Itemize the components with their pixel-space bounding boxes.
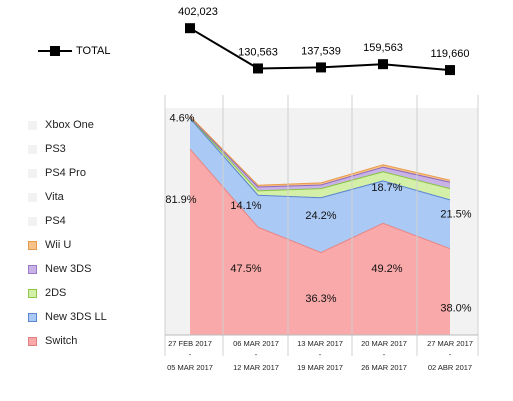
legend-label: New 3DS LL <box>45 311 107 323</box>
area-ps4 <box>190 115 450 186</box>
x-tick-label: 26 MAR 2017 <box>361 363 407 372</box>
data-label: 36.3% <box>305 293 336 305</box>
legend-swatch <box>28 120 37 130</box>
legend-item-new-3ds-ll: New 3DS LL <box>28 310 107 324</box>
edge-new-3ds <box>189 116 451 188</box>
legend-item-ps4-pro: PS4 Pro <box>28 166 86 180</box>
data-label: 4.6% <box>169 113 194 125</box>
total-marker <box>445 65 455 76</box>
legend-label: PS4 <box>45 215 66 227</box>
x-tick-label: - <box>189 350 192 359</box>
x-tick-label: - <box>255 350 258 359</box>
data-label: 21.5% <box>440 209 471 221</box>
data-label: 14.1% <box>230 200 261 212</box>
series-edge-layer <box>189 115 451 254</box>
divider-layer <box>164 95 479 356</box>
x-tick-label: 19 MAR 2017 <box>297 363 343 372</box>
legend-label: Wii U <box>45 239 72 251</box>
legend-item-switch: Switch <box>28 334 77 348</box>
data-label: 24.2% <box>305 210 336 222</box>
area-ps3 <box>190 111 450 136</box>
legend-swatch <box>28 336 37 346</box>
legend-label: 2DS <box>45 287 67 299</box>
area-2ds <box>190 117 450 200</box>
total-line-layer: 402,023 130,563 137,539 159,563 119,660 <box>178 6 470 76</box>
legend-item-wii-u: Wii U <box>28 238 71 252</box>
total-value-label: 159,563 <box>363 42 403 54</box>
legend-label: Vita <box>45 191 64 203</box>
legend-label: Xbox One <box>45 119 94 131</box>
total-legend-label: TOTAL <box>76 45 111 57</box>
legend-label: PS4 Pro <box>45 167 86 179</box>
legend-swatch <box>28 168 37 178</box>
edge-switch <box>189 148 451 254</box>
data-label: 81.9% <box>165 194 196 206</box>
legend-item-2ds: 2DS <box>28 286 66 300</box>
x-tick-label: 06 MAR 2017 <box>233 339 279 348</box>
edge-new-3ds-ll <box>189 118 451 201</box>
area-new-3ds-ll <box>190 118 450 253</box>
area-ps4-pro <box>190 112 450 149</box>
data-label: 38.0% <box>440 302 471 314</box>
legend-swatch <box>28 312 37 322</box>
x-tick-label: - <box>449 350 452 359</box>
legend-swatch <box>28 240 37 250</box>
total-value-label: 119,660 <box>431 48 470 60</box>
legend-item-ps3: PS3 <box>28 142 66 156</box>
total-marker <box>378 59 388 70</box>
data-label-layer: 4.6% 81.9% 14.1% 47.5% 24.2% 36.3% 18.7% 49.2% 2… <box>165 113 471 315</box>
legend-item-vita: Vita <box>28 190 64 204</box>
total-value-label: 402,023 <box>178 6 218 18</box>
total-value-label: 137,539 <box>301 45 341 57</box>
data-label: 49.2% <box>371 263 402 275</box>
x-tick-label: 20 MAR 2017 <box>361 339 407 348</box>
legend-item-xbox-one: Xbox One <box>28 118 94 132</box>
total-legend: TOTAL <box>38 45 110 57</box>
x-tick-label: 12 MAR 2017 <box>233 363 279 372</box>
edge-2ds <box>189 117 451 192</box>
x-tick-label: 27 FEB 2017 <box>168 339 212 348</box>
total-value-label: 130,563 <box>238 46 278 58</box>
legend-label: New 3DS <box>45 263 92 275</box>
legend-label: Switch <box>45 335 78 347</box>
total-marker <box>185 23 195 34</box>
x-axis-layer: 27 FEB 2017 - 05 MAR 2017 06 MAR 2017 - 12 MA… <box>167 339 473 372</box>
legend-swatch <box>28 264 37 274</box>
legend-swatch <box>28 192 37 202</box>
total-legend-marker <box>50 46 60 56</box>
x-tick-label: 27 MAR 2017 <box>427 339 473 348</box>
total-marker <box>253 63 263 74</box>
legend-swatch <box>28 288 37 298</box>
legend-item-new-3ds: New 3DS <box>28 262 91 276</box>
legend-swatch <box>28 216 37 226</box>
legend-swatch <box>28 144 37 154</box>
legend-label: PS3 <box>45 143 66 155</box>
total-marker <box>316 62 326 73</box>
total-legend-line <box>38 46 72 56</box>
data-label: 18.7% <box>371 182 402 194</box>
x-tick-label: - <box>319 350 322 359</box>
x-tick-label: - <box>383 350 386 359</box>
x-tick-label: 05 MAR 2017 <box>167 363 213 372</box>
area-xbox-one <box>190 108 450 122</box>
x-tick-label: 02 ABR 2017 <box>428 363 472 372</box>
edge-wii-u <box>189 115 451 186</box>
area-vita <box>190 113 450 167</box>
stacked-area-layer <box>165 108 478 335</box>
area-switch <box>190 149 450 335</box>
legend-item-ps4: PS4 <box>28 214 66 228</box>
data-label: 47.5% <box>230 263 261 275</box>
x-tick-label: 13 MAR 2017 <box>297 339 343 348</box>
